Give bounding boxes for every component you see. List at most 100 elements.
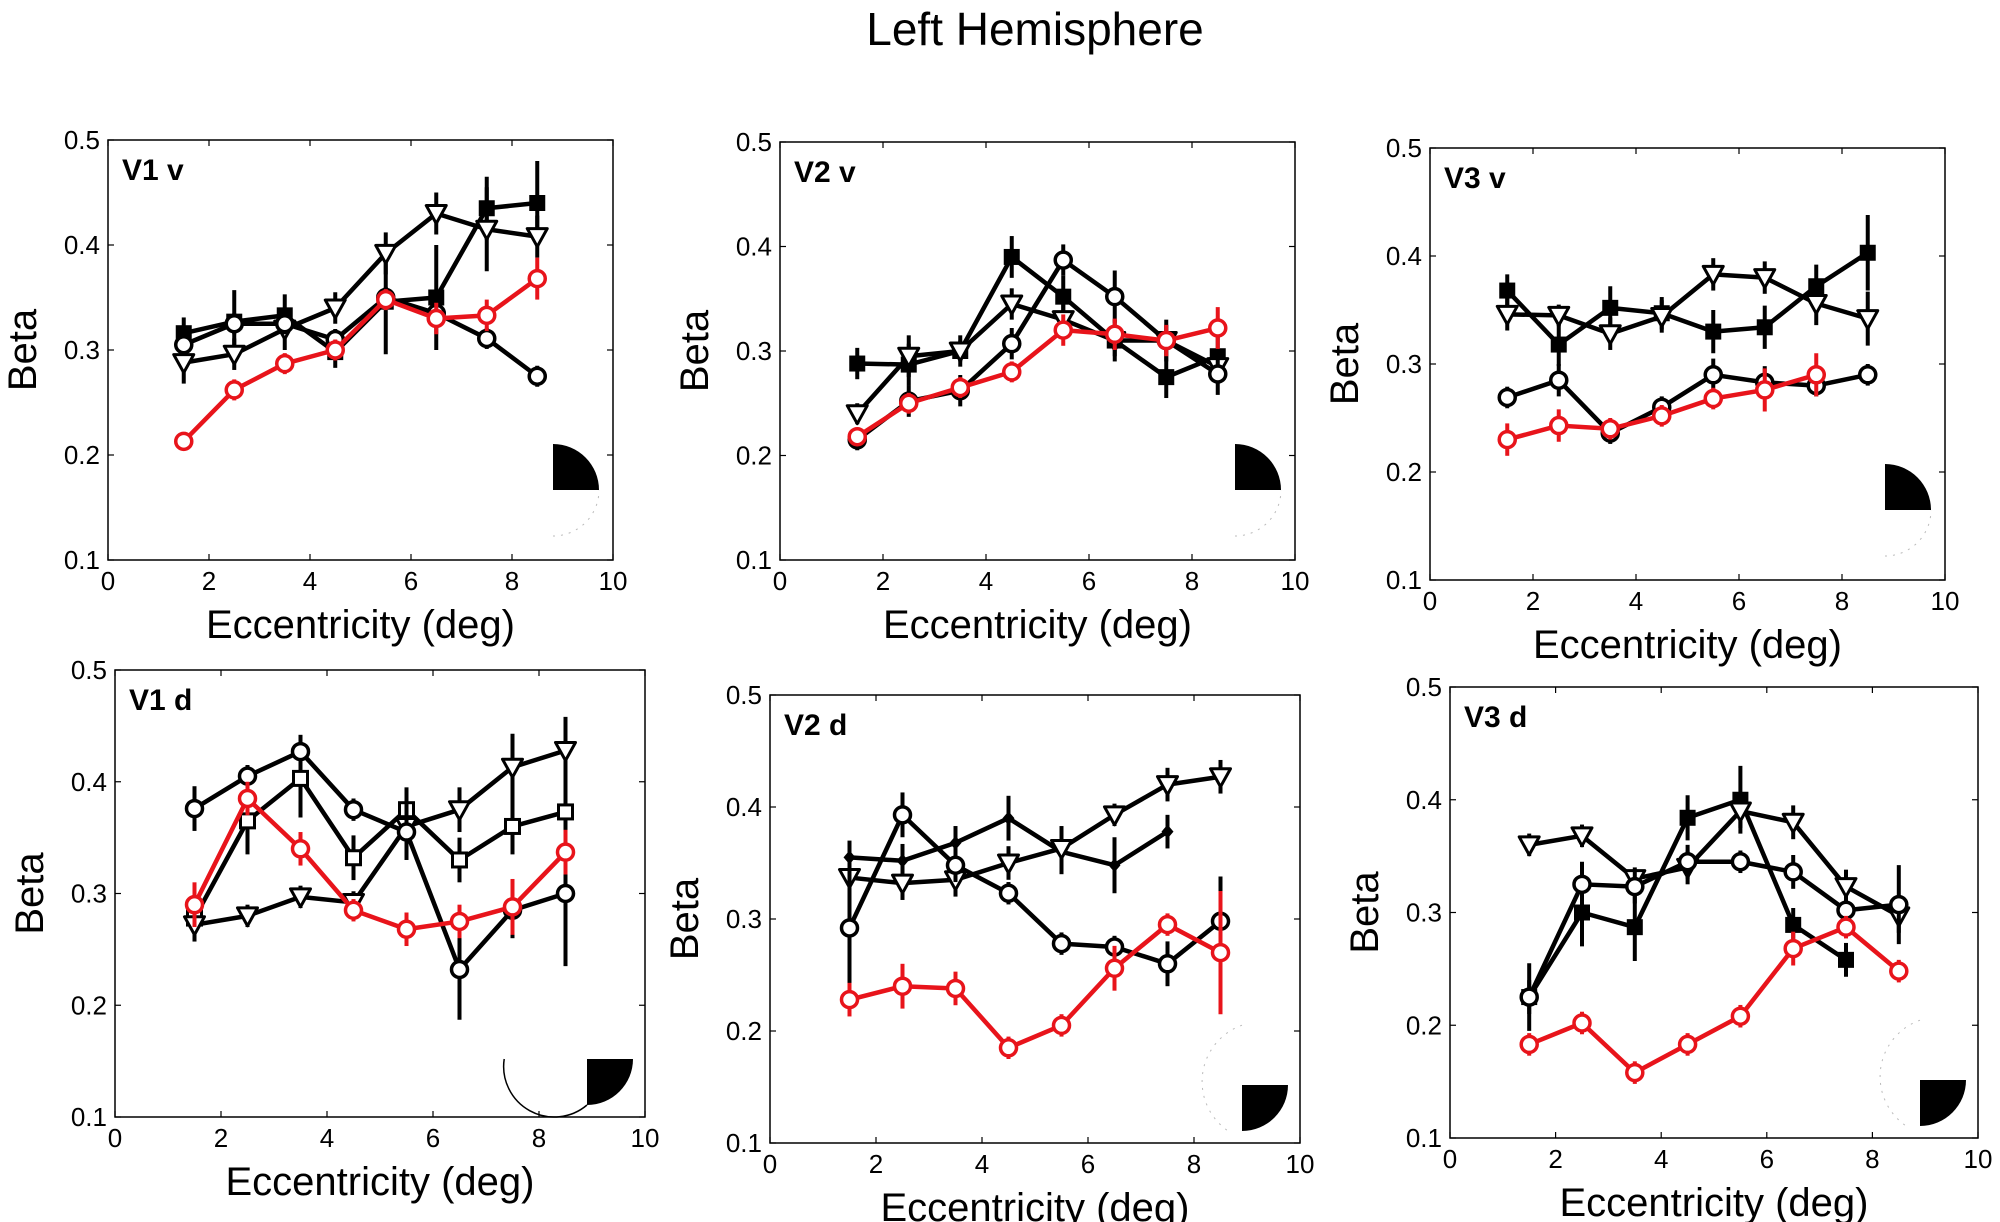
data-point	[1625, 876, 1645, 897]
wedge-icon	[1235, 444, 1281, 490]
chart-v2-dorsal: 0 2 4 6 8 10 0.1 0.2 0.3 0.4 0.5 Eccentricity (deg)…	[663, 680, 1315, 1222]
data-point	[527, 268, 547, 289]
data-point	[1570, 826, 1594, 848]
data-point	[396, 822, 417, 842]
data-point	[323, 298, 347, 320]
x-axis-label: Eccentricity (deg)	[1533, 623, 1842, 667]
x-tick-label: 8	[1865, 1144, 1879, 1174]
x-tick-label: 6	[426, 1123, 440, 1153]
data-point	[892, 976, 913, 996]
y-tick-label: 0.5	[71, 655, 107, 685]
data-point	[529, 195, 546, 211]
data-point	[1804, 294, 1828, 316]
data-point	[1859, 244, 1876, 261]
data-point	[1783, 862, 1803, 882]
data-point	[1703, 365, 1723, 385]
data-point	[448, 800, 471, 822]
data-point	[325, 340, 345, 360]
wedge-outline	[1884, 509, 1932, 557]
data-point	[184, 798, 205, 819]
data-point	[896, 853, 909, 868]
x-axis-label: Eccentricity (deg)	[1560, 1181, 1869, 1222]
x-tick-label: 0	[773, 566, 787, 596]
series-red-circle	[847, 307, 1228, 447]
data-point	[1157, 914, 1178, 935]
data-point	[224, 314, 244, 334]
data-point	[1550, 336, 1567, 353]
y-tick-label: 0.3	[71, 879, 107, 909]
data-point	[1002, 333, 1022, 354]
data-point	[1783, 938, 1803, 959]
data-point	[1157, 954, 1178, 974]
data-point	[1626, 919, 1643, 936]
y-axis-label: Beta	[8, 852, 52, 935]
data-point	[343, 799, 364, 820]
data-point	[1755, 380, 1775, 400]
y-tick-label: 0.5	[1406, 672, 1442, 702]
data-point	[1838, 951, 1854, 968]
x-tick-label: 8	[532, 1123, 546, 1153]
wedge-icon	[587, 1059, 633, 1105]
data-point	[555, 842, 576, 862]
y-tick-label: 0.1	[736, 545, 772, 575]
wedge-icon	[1885, 464, 1931, 510]
data-point	[998, 1038, 1019, 1058]
y-tick-label: 0.3	[1386, 349, 1422, 379]
data-point	[1602, 299, 1619, 316]
data-point	[1050, 838, 1073, 860]
x-tick-label: 8	[505, 566, 519, 596]
wedge-icon	[553, 444, 599, 490]
x-tick-label: 8	[1185, 566, 1199, 596]
x-tick-label: 10	[599, 566, 628, 596]
data-point	[1051, 1015, 1072, 1036]
data-point	[275, 353, 295, 374]
data-point	[1053, 320, 1073, 340]
data-point	[376, 289, 396, 310]
data-point	[849, 355, 866, 372]
data-point	[945, 978, 966, 999]
data-point	[1549, 370, 1569, 390]
data-point	[1210, 942, 1231, 963]
y-tick-label: 0.2	[64, 440, 100, 470]
x-tick-label: 4	[975, 1149, 989, 1179]
y-tick-label: 0.1	[726, 1128, 762, 1158]
x-tick-label: 6	[1760, 1144, 1774, 1174]
data-point	[477, 305, 497, 326]
data-point	[1730, 1006, 1751, 1026]
y-tick-label: 0.4	[64, 230, 100, 260]
data-point	[1549, 415, 1569, 436]
y-tick-label: 0.2	[1386, 457, 1422, 487]
data-point	[1834, 877, 1858, 899]
data-point	[1547, 305, 1571, 327]
data-point	[174, 431, 194, 452]
data-point	[504, 817, 521, 835]
data-point	[1756, 319, 1773, 336]
x-tick-label: 2	[202, 566, 216, 596]
data-point	[1652, 406, 1672, 426]
data-point	[290, 741, 311, 762]
data-point	[948, 341, 972, 363]
x-axis-label: Eccentricity (deg)	[881, 1186, 1190, 1222]
x-tick-label: 4	[303, 566, 317, 596]
data-point	[1574, 904, 1590, 921]
chart-v1-dorsal: 0 2 4 6 8 10 0.1 0.2 0.3 0.4 0.5 Eccentricity (deg)…	[8, 655, 659, 1204]
x-tick-label: 2	[869, 1149, 883, 1179]
data-point	[1497, 429, 1517, 450]
data-point	[236, 906, 259, 928]
y-tick-label: 0.1	[71, 1102, 107, 1132]
figure-title: Left Hemisphere	[866, 3, 1204, 55]
data-point	[847, 426, 867, 447]
x-tick-label: 10	[1286, 1149, 1315, 1179]
data-point	[477, 328, 497, 349]
y-axis-label: Beta	[663, 877, 707, 960]
panel-label: V1 d	[129, 684, 192, 717]
data-point	[449, 959, 470, 980]
chart-v2-ventral: 0 2 4 6 8 10 0.1 0.2 0.3 0.4 0.5 Eccentricity (deg)…	[673, 127, 1309, 647]
x-tick-label: 0	[763, 1149, 777, 1179]
y-axis-label: Beta	[1, 308, 45, 391]
wedge-outline	[1879, 1019, 1921, 1127]
data-point	[950, 377, 970, 398]
data-point	[1156, 775, 1179, 797]
data-point	[1836, 900, 1856, 920]
x-tick-label: 2	[1548, 1144, 1562, 1174]
